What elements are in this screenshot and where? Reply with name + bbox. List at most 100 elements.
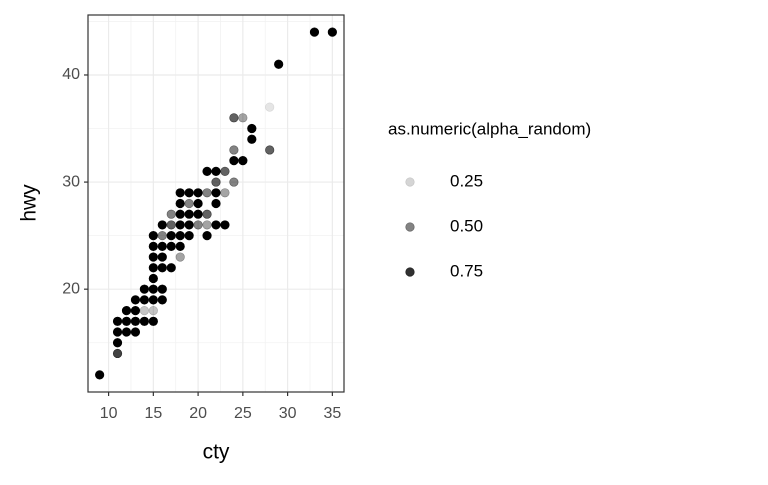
point xyxy=(327,27,337,37)
point xyxy=(238,156,248,166)
point xyxy=(157,263,167,273)
point xyxy=(211,166,221,176)
point xyxy=(211,198,221,209)
point xyxy=(166,241,176,251)
point xyxy=(139,295,149,305)
point xyxy=(148,295,158,305)
point xyxy=(130,306,141,316)
point xyxy=(157,241,167,251)
point xyxy=(148,231,158,241)
point xyxy=(202,231,212,241)
point xyxy=(157,231,167,241)
point xyxy=(175,231,185,241)
legend-label: 0.50 xyxy=(450,216,483,235)
point xyxy=(175,241,185,251)
point xyxy=(175,188,185,198)
point xyxy=(220,220,230,230)
x-tick-label: 25 xyxy=(234,405,252,422)
panel-border xyxy=(87,14,345,393)
point xyxy=(229,156,239,166)
point xyxy=(220,188,230,198)
point xyxy=(166,220,176,230)
point xyxy=(175,220,185,230)
point xyxy=(148,263,158,273)
point xyxy=(229,113,239,123)
legend-label: 0.75 xyxy=(450,261,483,280)
point xyxy=(184,209,194,219)
point xyxy=(202,188,212,198)
point xyxy=(112,338,123,348)
point xyxy=(112,348,123,359)
point xyxy=(247,123,257,134)
x-tick-label: 20 xyxy=(189,405,207,422)
legend-key xyxy=(405,222,415,232)
point xyxy=(211,177,221,187)
point xyxy=(229,177,239,187)
legend-key xyxy=(405,177,415,187)
point xyxy=(184,198,194,209)
point xyxy=(265,102,275,112)
point xyxy=(202,166,212,176)
point xyxy=(148,241,158,251)
point xyxy=(166,231,176,241)
point xyxy=(157,284,167,294)
point xyxy=(193,188,203,198)
point xyxy=(148,316,158,326)
point xyxy=(184,220,194,230)
point xyxy=(148,273,158,284)
point xyxy=(238,113,248,123)
point xyxy=(247,134,257,144)
point xyxy=(202,209,212,219)
point xyxy=(139,284,149,294)
point xyxy=(211,188,221,198)
grid xyxy=(88,15,344,392)
point xyxy=(95,370,105,380)
point xyxy=(112,316,123,326)
x-axis-title: cty xyxy=(203,441,230,464)
y-tick-label: 30 xyxy=(62,173,80,190)
point xyxy=(184,231,194,241)
y-tick-label: 40 xyxy=(62,66,80,83)
point xyxy=(175,252,185,262)
point xyxy=(121,327,132,337)
y-tick-label: 20 xyxy=(62,280,80,297)
point xyxy=(193,198,203,209)
x-tick-label: 35 xyxy=(323,405,341,422)
point xyxy=(112,327,123,337)
point xyxy=(193,209,203,219)
point xyxy=(274,59,284,69)
point xyxy=(193,220,203,230)
point xyxy=(229,145,239,155)
x-tick-label: 30 xyxy=(279,405,297,422)
x-tick-label: 15 xyxy=(144,405,162,422)
point xyxy=(157,295,167,305)
point xyxy=(139,316,149,326)
point xyxy=(265,145,275,155)
axes: 10 15 20 25 30 35 20 30 40 xyxy=(62,66,341,422)
point xyxy=(130,327,141,337)
point xyxy=(139,306,149,316)
point xyxy=(309,27,320,37)
point xyxy=(130,295,141,305)
point xyxy=(166,263,176,273)
point xyxy=(166,209,176,219)
legend-label: 0.25 xyxy=(450,171,483,190)
y-axis-title: hwy xyxy=(18,184,41,222)
legend-title: as.numeric(alpha_random) xyxy=(388,119,591,138)
point xyxy=(121,316,132,326)
point xyxy=(220,166,230,176)
point xyxy=(148,306,158,316)
point xyxy=(211,220,221,230)
point xyxy=(130,316,141,326)
legend: as.numeric(alpha_random) 0.25 0.50 0.75 xyxy=(388,119,591,280)
x-tick-label: 10 xyxy=(100,405,118,422)
points xyxy=(95,27,337,380)
point xyxy=(202,220,212,230)
legend-key xyxy=(405,267,415,277)
point xyxy=(121,306,132,316)
point xyxy=(148,284,158,294)
point xyxy=(157,252,167,262)
point xyxy=(184,188,194,198)
point xyxy=(148,252,158,262)
